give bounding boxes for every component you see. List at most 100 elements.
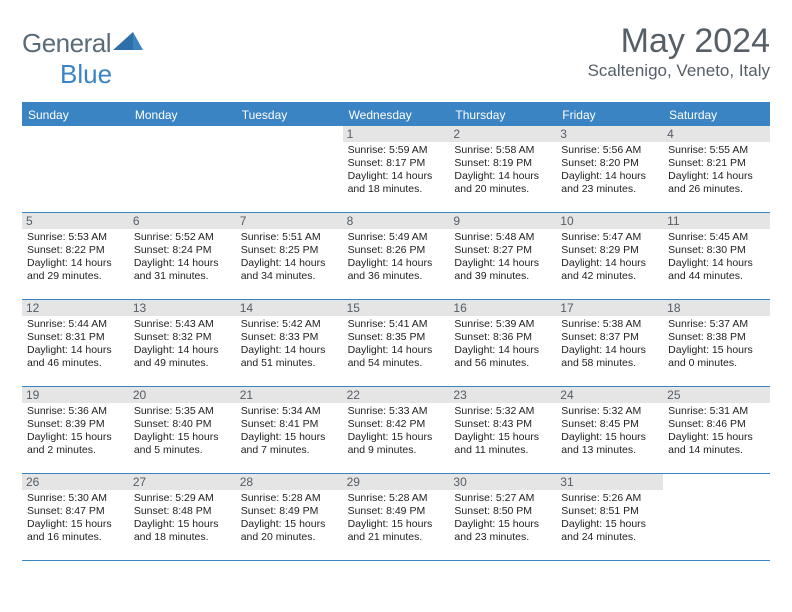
sunrise-line: Sunrise: 5:45 AM <box>668 231 765 244</box>
daylight-line: Daylight: 14 hours and 58 minutes. <box>561 344 658 370</box>
day-cell: 10Sunrise: 5:47 AMSunset: 8:29 PMDayligh… <box>556 213 663 299</box>
day-info: Sunrise: 5:55 AMSunset: 8:21 PMDaylight:… <box>668 144 765 197</box>
sunset-line: Sunset: 8:33 PM <box>241 331 338 344</box>
day-cell: 5 Sunrise: 5:53 AMSunset: 8:22 PMDaylight… <box>22 213 129 299</box>
day-info: Sunrise: 5:28 AMSunset: 8:49 PMDaylight:… <box>348 492 445 545</box>
daylight-line: Daylight: 14 hours and 36 minutes. <box>348 257 445 283</box>
day-number: 1 <box>343 126 450 142</box>
day-cell: 18Sunrise: 5:37 AMSunset: 8:38 PMDayligh… <box>663 300 770 386</box>
day-cell: 14Sunrise: 5:42 AMSunset: 8:33 PMDayligh… <box>236 300 343 386</box>
daylight-line: Daylight: 15 hours and 21 minutes. <box>348 518 445 544</box>
sunrise-line: Sunrise: 5:35 AM <box>134 405 231 418</box>
sunrise-line: Sunrise: 5:41 AM <box>348 318 445 331</box>
daylight-line: Daylight: 14 hours and 29 minutes. <box>27 257 124 283</box>
day-number: 8 <box>343 213 450 229</box>
sunrise-line: Sunrise: 5:27 AM <box>454 492 551 505</box>
daylight-line: Daylight: 15 hours and 0 minutes. <box>668 344 765 370</box>
sunrise-line: Sunrise: 5:26 AM <box>561 492 658 505</box>
week-row: 26Sunrise: 5:30 AMSunset: 8:47 PMDayligh… <box>22 474 770 561</box>
sunrise-line: Sunrise: 5:47 AM <box>561 231 658 244</box>
day-cell: . <box>663 474 770 560</box>
daylight-line: Daylight: 15 hours and 9 minutes. <box>348 431 445 457</box>
sunrise-line: Sunrise: 5:29 AM <box>134 492 231 505</box>
sunrise-line: Sunrise: 5:53 AM <box>27 231 124 244</box>
brand-part2: Blue <box>60 59 112 89</box>
daylight-line: Daylight: 15 hours and 23 minutes. <box>454 518 551 544</box>
day-cell: 23Sunrise: 5:32 AMSunset: 8:43 PMDayligh… <box>449 387 556 473</box>
sunrise-line: Sunrise: 5:32 AM <box>454 405 551 418</box>
day-number: 2 <box>449 126 556 142</box>
sunset-line: Sunset: 8:48 PM <box>134 505 231 518</box>
sunset-line: Sunset: 8:47 PM <box>27 505 124 518</box>
sunset-line: Sunset: 8:43 PM <box>454 418 551 431</box>
week-row: 12 Sunrise: 5:44 AMSunset: 8:31 PMDayligh… <box>22 300 770 387</box>
sunrise-line: Sunrise: 5:31 AM <box>668 405 765 418</box>
sunset-line: Sunset: 8:51 PM <box>561 505 658 518</box>
day-number: 21 <box>236 387 343 403</box>
day-cell: . <box>22 126 129 212</box>
daylight-line: Daylight: 15 hours and 5 minutes. <box>134 431 231 457</box>
day-number: 26 <box>22 474 129 490</box>
week-row: ...1Sunrise: 5:59 AMSunset: 8:17 PMDayli… <box>22 126 770 213</box>
title-block: May 2024 Scaltenigo, Veneto, Italy <box>588 22 770 81</box>
day-cell: 4Sunrise: 5:55 AMSunset: 8:21 PMDaylight… <box>663 126 770 212</box>
sunrise-line: Sunrise: 5:39 AM <box>454 318 551 331</box>
day-info: Sunrise: 5:41 AMSunset: 8:35 PMDaylight:… <box>348 318 445 371</box>
daylight-line: Daylight: 14 hours and 18 minutes. <box>348 170 445 196</box>
daylight-line: Daylight: 14 hours and 20 minutes. <box>454 170 551 196</box>
day-info: Sunrise: 5:44 AMSunset: 8:31 PMDaylight:… <box>27 318 124 371</box>
day-header: Tuesday <box>236 104 343 126</box>
sunset-line: Sunset: 8:37 PM <box>561 331 658 344</box>
daylight-line: Daylight: 15 hours and 13 minutes. <box>561 431 658 457</box>
day-cell: . <box>236 126 343 212</box>
sunset-line: Sunset: 8:36 PM <box>454 331 551 344</box>
day-info: Sunrise: 5:39 AMSunset: 8:36 PMDaylight:… <box>454 318 551 371</box>
sunrise-line: Sunrise: 5:48 AM <box>454 231 551 244</box>
day-number: 24 <box>556 387 663 403</box>
sunset-line: Sunset: 8:49 PM <box>348 505 445 518</box>
sunrise-line: Sunrise: 5:30 AM <box>27 492 124 505</box>
day-info: Sunrise: 5:53 AMSunset: 8:22 PMDaylight:… <box>27 231 124 284</box>
sunset-line: Sunset: 8:35 PM <box>348 331 445 344</box>
sunset-line: Sunset: 8:40 PM <box>134 418 231 431</box>
day-number: 5 <box>22 213 129 229</box>
day-cell: 21 Sunrise: 5:34 AMSunset: 8:41 PMDayligh… <box>236 387 343 473</box>
day-cell: 8Sunrise: 5:49 AMSunset: 8:26 PMDaylight… <box>343 213 450 299</box>
daylight-line: Daylight: 14 hours and 34 minutes. <box>241 257 338 283</box>
day-cell: 15Sunrise: 5:41 AMSunset: 8:35 PMDayligh… <box>343 300 450 386</box>
day-info: Sunrise: 5:51 AMSunset: 8:25 PMDaylight:… <box>241 231 338 284</box>
daylight-line: Daylight: 15 hours and 16 minutes. <box>27 518 124 544</box>
day-number: 6 <box>129 213 236 229</box>
day-info: Sunrise: 5:29 AMSunset: 8:48 PMDaylight:… <box>134 492 231 545</box>
weeks-container: ...1Sunrise: 5:59 AMSunset: 8:17 PMDayli… <box>22 126 770 561</box>
day-info: Sunrise: 5:59 AMSunset: 8:17 PMDaylight:… <box>348 144 445 197</box>
sunset-line: Sunset: 8:20 PM <box>561 157 658 170</box>
day-info: Sunrise: 5:48 AMSunset: 8:27 PMDaylight:… <box>454 231 551 284</box>
daylight-line: Daylight: 14 hours and 51 minutes. <box>241 344 338 370</box>
day-info: Sunrise: 5:34 AMSunset: 8:41 PMDaylight:… <box>241 405 338 458</box>
sunrise-line: Sunrise: 5:28 AM <box>348 492 445 505</box>
sunrise-line: Sunrise: 5:55 AM <box>668 144 765 157</box>
sunrise-line: Sunrise: 5:42 AM <box>241 318 338 331</box>
day-header: Saturday <box>663 104 770 126</box>
day-number: 16 <box>449 300 556 316</box>
sunset-line: Sunset: 8:17 PM <box>348 157 445 170</box>
sunset-line: Sunset: 8:42 PM <box>348 418 445 431</box>
sunrise-line: Sunrise: 5:36 AM <box>27 405 124 418</box>
day-info: Sunrise: 5:32 AMSunset: 8:45 PMDaylight:… <box>561 405 658 458</box>
daylight-line: Daylight: 15 hours and 2 minutes. <box>27 431 124 457</box>
sunrise-line: Sunrise: 5:43 AM <box>134 318 231 331</box>
day-number: 25 <box>663 387 770 403</box>
sunrise-line: Sunrise: 5:37 AM <box>668 318 765 331</box>
day-number: 23 <box>449 387 556 403</box>
day-cell: 24 Sunrise: 5:32 AMSunset: 8:45 PMDayligh… <box>556 387 663 473</box>
day-info: Sunrise: 5:43 AMSunset: 8:32 PMDaylight:… <box>134 318 231 371</box>
daylight-line: Daylight: 15 hours and 18 minutes. <box>134 518 231 544</box>
daylight-line: Daylight: 15 hours and 20 minutes. <box>241 518 338 544</box>
day-info: Sunrise: 5:42 AMSunset: 8:33 PMDaylight:… <box>241 318 338 371</box>
sunrise-line: Sunrise: 5:34 AM <box>241 405 338 418</box>
sunrise-line: Sunrise: 5:59 AM <box>348 144 445 157</box>
day-number: 12 <box>22 300 129 316</box>
day-cell: 7Sunrise: 5:51 AMSunset: 8:25 PMDaylight… <box>236 213 343 299</box>
day-cell: 3Sunrise: 5:56 AMSunset: 8:20 PMDaylight… <box>556 126 663 212</box>
